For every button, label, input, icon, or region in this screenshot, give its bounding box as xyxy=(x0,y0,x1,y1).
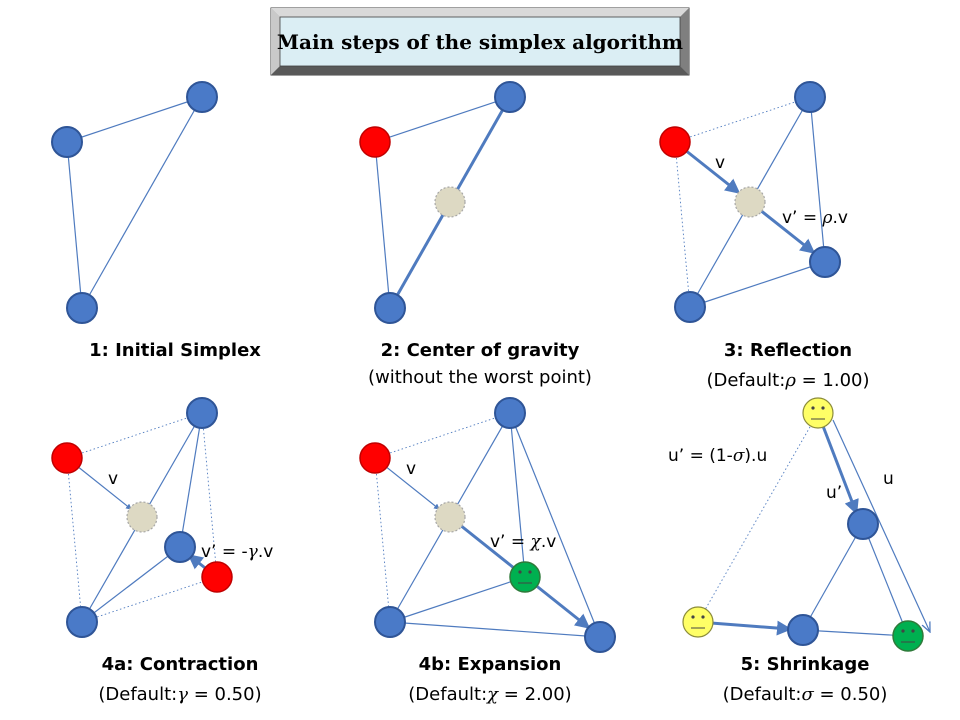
panel-expansion: v v’ = χ.v 4b: Expansion (Default:χ = 2.… xyxy=(359,397,616,705)
reflected-vertex-node xyxy=(809,246,841,278)
smiley-icon xyxy=(509,561,541,593)
label-expansion-formula: v’ = χ.v xyxy=(490,532,556,552)
label-v: v xyxy=(108,469,118,489)
label-reflection-formula: v’ = ρ.v xyxy=(782,208,848,228)
vertex-node xyxy=(66,292,98,324)
vertex-node xyxy=(794,81,826,113)
subcaption-center-of-gravity: (without the worst point) xyxy=(368,367,592,388)
vertex-node xyxy=(494,397,526,429)
vertex-node xyxy=(374,606,406,638)
panel-contraction: v v’ = -γ.v 4a: Contraction (Default:γ =… xyxy=(51,397,273,705)
panel-reflection: v v’ = ρ.v 3: Reflection (Default:ρ = 1.… xyxy=(659,81,870,391)
worst-vertex-node xyxy=(51,442,83,474)
subcaption-shrinkage: (Default:σ = 0.50) xyxy=(723,684,888,705)
smiley-icon xyxy=(802,397,834,429)
vertex-node xyxy=(787,614,819,646)
label-u: u xyxy=(883,469,894,489)
caption-contraction: 4a: Contraction xyxy=(102,654,259,675)
vertex-node xyxy=(674,291,706,323)
label-u-prime: u’ xyxy=(826,483,842,503)
panel-initial-simplex: 1: Initial Simplex xyxy=(51,81,261,361)
panel-shrinkage: u’ = (1-σ).u u’ u 5: Shrinkage (Default:… xyxy=(668,397,930,705)
subcaption-reflection: (Default:ρ = 1.00) xyxy=(706,370,869,391)
centroid-node xyxy=(434,186,466,218)
vertex-node xyxy=(186,397,218,429)
vertex-node xyxy=(494,81,526,113)
label-shrinkage-formula: u’ = (1-σ).u xyxy=(668,446,767,466)
smiley-icon xyxy=(892,620,924,652)
subcaption-contraction: (Default:γ = 0.50) xyxy=(98,684,261,705)
caption-initial-simplex: 1: Initial Simplex xyxy=(89,340,261,361)
caption-shrinkage: 5: Shrinkage xyxy=(741,654,870,675)
worst-vertex-node xyxy=(359,442,391,474)
worst-vertex-node xyxy=(659,126,691,158)
vertex-node xyxy=(186,81,218,113)
smiley-icon xyxy=(682,606,714,638)
centroid-node xyxy=(126,501,158,533)
contracted-vertex-node xyxy=(164,531,196,563)
caption-expansion: 4b: Expansion xyxy=(419,654,562,675)
rejected-vertex-node xyxy=(201,561,233,593)
page-title: Main steps of the simplex algorithm xyxy=(277,30,683,54)
vertex-node xyxy=(51,126,83,158)
label-v: v xyxy=(406,459,416,479)
vertex-node xyxy=(374,292,406,324)
caption-reflection: 3: Reflection xyxy=(724,340,852,361)
vertex-node xyxy=(847,508,879,540)
label-v: v xyxy=(715,153,725,173)
centroid-node xyxy=(734,186,766,218)
subcaption-expansion: (Default:χ = 2.00) xyxy=(408,684,571,705)
panel-center-of-gravity: 2: Center of gravity (without the worst … xyxy=(359,81,592,388)
vertex-node xyxy=(66,606,98,638)
title-box: Main steps of the simplex algorithm xyxy=(270,7,690,76)
caption-center-of-gravity: 2: Center of gravity xyxy=(381,340,580,361)
worst-vertex-node xyxy=(359,126,391,158)
centroid-node xyxy=(434,501,466,533)
label-contraction-formula: v’ = -γ.v xyxy=(201,542,273,562)
expanded-vertex-node xyxy=(584,621,616,653)
